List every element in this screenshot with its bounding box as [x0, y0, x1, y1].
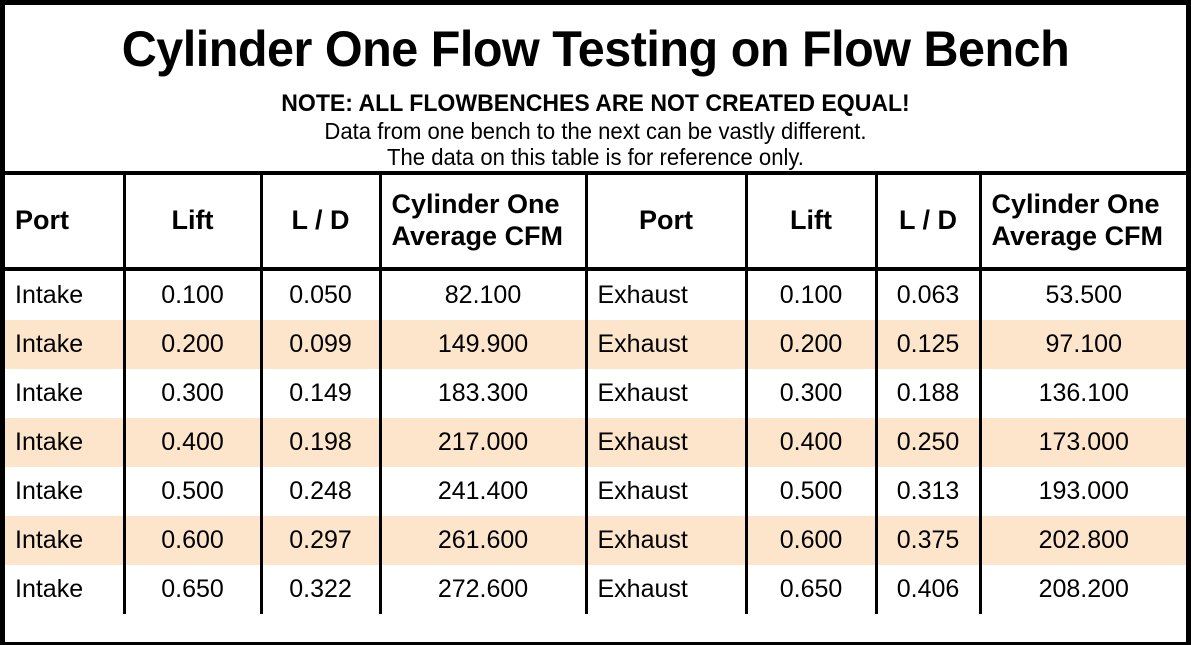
- cell-exhaust-lift: 0.650: [746, 565, 878, 615]
- cell-exhaust-port: Exhaust: [586, 516, 748, 566]
- cell-exhaust-port: Exhaust: [586, 269, 748, 321]
- column-header-intake-lift: Lift: [124, 173, 263, 272]
- table-row: Intake 0.200 0.099 149.900 Exhaust 0.200 0.125…: [5, 320, 1186, 370]
- table-row: Intake 0.650 0.322 272.600 Exhaust 0.650 0.406…: [5, 565, 1186, 615]
- cell-exhaust-ld: 0.250: [876, 418, 982, 468]
- cell-exhaust-ld: 0.313: [876, 467, 982, 517]
- column-header-exhaust-cfm-line2: Average CFM: [991, 221, 1164, 252]
- cell-exhaust-cfm: 202.800: [980, 516, 1186, 566]
- cell-exhaust-port: Exhaust: [586, 369, 748, 419]
- cell-exhaust-lift: 0.100: [746, 269, 878, 321]
- cell-exhaust-cfm: 136.100: [980, 369, 1186, 419]
- cell-exhaust-ld: 0.063: [876, 269, 982, 321]
- cell-intake-ld: 0.099: [261, 320, 382, 370]
- table-row: Intake 0.400 0.198 217.000 Exhaust 0.400 0.250…: [5, 418, 1186, 468]
- cell-intake-port: Intake: [5, 418, 126, 468]
- column-header-exhaust-lift: Lift: [746, 173, 878, 272]
- column-header-exhaust-port: Port: [586, 173, 748, 272]
- cell-exhaust-cfm: 173.000: [980, 418, 1186, 468]
- cell-intake-cfm: 217.000: [380, 418, 588, 468]
- cell-intake-lift: 0.400: [124, 418, 263, 468]
- cell-intake-cfm: 272.600: [380, 565, 588, 615]
- cell-intake-port: Intake: [5, 369, 126, 419]
- cell-intake-lift: 0.650: [124, 565, 263, 615]
- cell-intake-ld: 0.248: [261, 467, 382, 517]
- cell-exhaust-lift: 0.200: [746, 320, 878, 370]
- table-row: Intake 0.300 0.149 183.300 Exhaust 0.300 0.188…: [5, 369, 1186, 419]
- cell-exhaust-port: Exhaust: [586, 320, 748, 370]
- cell-exhaust-ld: 0.125: [876, 320, 982, 370]
- cell-exhaust-ld: 0.188: [876, 369, 982, 419]
- cell-exhaust-lift: 0.400: [746, 418, 878, 468]
- header-block: Cylinder One Flow Testing on Flow Bench …: [5, 21, 1186, 172]
- table-row: Intake 0.600 0.297 261.600 Exhaust 0.600 0.375…: [5, 516, 1186, 566]
- flow-data-table: Port Lift L / D Cylinder One Average CFM…: [5, 171, 1186, 615]
- note-line-1: Data from one bench to the next can be v…: [324, 117, 867, 144]
- cell-intake-cfm: 82.100: [380, 269, 588, 321]
- cell-intake-lift: 0.500: [124, 467, 263, 517]
- cell-exhaust-cfm: 208.200: [980, 565, 1186, 615]
- note-heading: NOTE: ALL FLOWBENCHES ARE NOT CREATED EQ…: [281, 89, 910, 117]
- cell-intake-ld: 0.322: [261, 565, 382, 615]
- cell-exhaust-port: Exhaust: [586, 565, 748, 615]
- cell-intake-ld: 0.198: [261, 418, 382, 468]
- cell-exhaust-lift: 0.600: [746, 516, 878, 566]
- cell-intake-port: Intake: [5, 320, 126, 370]
- page-title: Cylinder One Flow Testing on Flow Bench: [121, 21, 1070, 77]
- cell-intake-ld: 0.050: [261, 269, 382, 321]
- column-header-exhaust-cfm: Cylinder One Average CFM: [980, 173, 1186, 272]
- note-line-2: The data on this table is for reference …: [387, 144, 804, 171]
- cell-intake-ld: 0.297: [261, 516, 382, 566]
- cell-intake-port: Intake: [5, 269, 126, 321]
- cell-exhaust-ld: 0.375: [876, 516, 982, 566]
- cell-exhaust-lift: 0.500: [746, 467, 878, 517]
- cell-intake-lift: 0.300: [124, 369, 263, 419]
- table-header-row: Port Lift L / D Cylinder One Average CFM…: [5, 173, 1186, 272]
- cell-intake-lift: 0.200: [124, 320, 263, 370]
- cell-exhaust-cfm: 193.000: [980, 467, 1186, 517]
- cell-intake-lift: 0.100: [124, 269, 263, 321]
- table-row: Intake 0.100 0.050 82.100 Exhaust 0.100 0.063 5…: [5, 269, 1186, 321]
- cell-intake-port: Intake: [5, 516, 126, 566]
- cell-intake-lift: 0.600: [124, 516, 263, 566]
- cell-exhaust-cfm: 97.100: [980, 320, 1186, 370]
- column-header-intake-cfm: Cylinder One Average CFM: [380, 173, 588, 272]
- column-header-intake-ld: L / D: [261, 173, 382, 272]
- cell-intake-ld: 0.149: [261, 369, 382, 419]
- cell-exhaust-ld: 0.406: [876, 565, 982, 615]
- cell-intake-cfm: 183.300: [380, 369, 588, 419]
- table-row: Intake 0.500 0.248 241.400 Exhaust 0.500 0.313…: [5, 467, 1186, 517]
- cell-exhaust-lift: 0.300: [746, 369, 878, 419]
- column-header-exhaust-cfm-line1: Cylinder One: [991, 189, 1160, 220]
- column-header-intake-port: Port: [5, 173, 126, 272]
- table-body: Intake 0.100 0.050 82.100 Exhaust 0.100 0.063 5…: [5, 269, 1186, 615]
- cell-intake-cfm: 241.400: [380, 467, 588, 517]
- cell-intake-port: Intake: [5, 565, 126, 615]
- column-header-intake-cfm-line2: Average CFM: [391, 221, 564, 252]
- cell-intake-port: Intake: [5, 467, 126, 517]
- cell-exhaust-cfm: 53.500: [980, 269, 1186, 321]
- cell-exhaust-port: Exhaust: [586, 418, 748, 468]
- cell-intake-cfm: 261.600: [380, 516, 588, 566]
- cell-exhaust-port: Exhaust: [586, 467, 748, 517]
- column-header-intake-cfm-line1: Cylinder One: [391, 189, 560, 220]
- column-header-exhaust-ld: L / D: [876, 173, 982, 272]
- cell-intake-cfm: 149.900: [380, 320, 588, 370]
